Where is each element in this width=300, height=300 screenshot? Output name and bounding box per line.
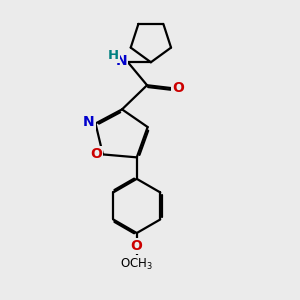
Text: O: O [130, 239, 142, 253]
Text: O: O [172, 81, 184, 95]
Text: O: O [91, 147, 102, 161]
Text: N: N [116, 54, 127, 68]
Text: H: H [108, 49, 119, 62]
Text: N: N [83, 115, 95, 129]
Text: OCH$_3$: OCH$_3$ [120, 256, 153, 272]
